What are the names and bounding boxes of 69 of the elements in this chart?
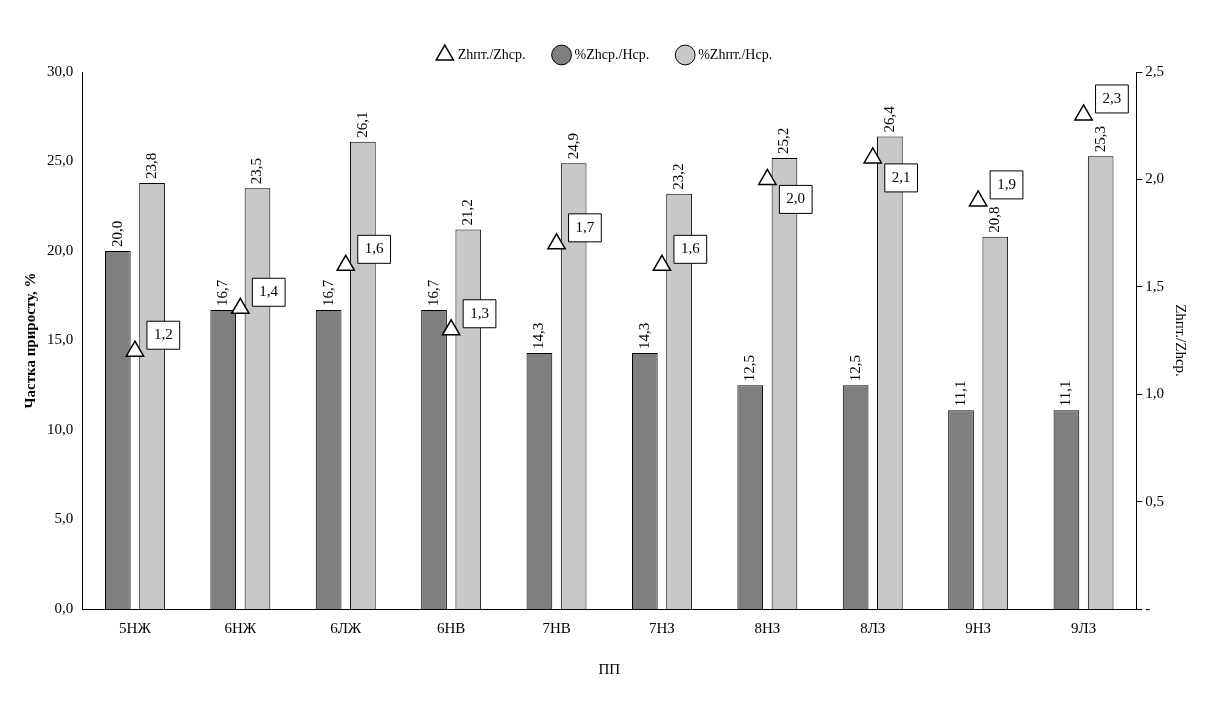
data-label: 1,2 [153, 326, 173, 343]
x-tick-label: 6ЛЖ [330, 619, 362, 636]
point [125, 340, 145, 357]
y2-tick-label: 0,5 [1145, 492, 1164, 509]
data-label: 11,1 [1057, 380, 1074, 407]
x-tick-label: 8НЗ [754, 619, 781, 636]
point [757, 168, 777, 186]
y-tick-label: 25,0 [47, 152, 74, 169]
data-label: 12,5 [741, 355, 758, 382]
x-tick-label: 8ЛЗ [860, 619, 886, 636]
data-label: 1,3 [470, 304, 489, 321]
x-tick-label: 6НЖ [224, 619, 257, 636]
data-label: 26,1 [353, 111, 370, 138]
data-label: 23,2 [670, 163, 687, 190]
x-axis-title: ПП [598, 660, 621, 677]
data-label: 24,9 [564, 133, 581, 160]
y2-tick-label: 2,0 [1145, 170, 1164, 187]
y-tick-label: 30,0 [47, 62, 74, 79]
x-tick-label: 9ЛЗ [1070, 619, 1097, 636]
point [441, 319, 461, 336]
data-label: 14,3 [635, 322, 652, 350]
data-label: 14,3 [530, 322, 547, 350]
y-tick-label: 20,0 [47, 241, 74, 258]
data-label: 23,8 [143, 152, 160, 179]
legend-label: Zhпт./Zhcp. [457, 46, 526, 62]
point [652, 254, 672, 272]
data-label: 23,5 [248, 158, 265, 185]
x-tick-label: 7НВ [542, 619, 571, 636]
y-tick-label: 0,0 [54, 599, 74, 616]
data-label: 2,1 [891, 168, 911, 185]
point [336, 254, 356, 272]
data-label: 2,3 [1102, 89, 1122, 106]
y2-tick-label: - [1145, 599, 1151, 616]
point [1074, 104, 1093, 121]
data-label: 1,6 [364, 240, 384, 257]
point [547, 233, 566, 250]
data-label: 1,6 [680, 240, 701, 257]
data-label: 25,2 [775, 127, 792, 154]
x-tick-label: 9НЗ [965, 619, 992, 636]
y2-axis-title: Zhпт./Zhcp. [1173, 304, 1190, 377]
data-label: 25,3 [1091, 125, 1108, 153]
y2-tick-label: 2,5 [1145, 62, 1164, 79]
y-tick-label: 5,0 [54, 510, 74, 527]
data-label: 16,7 [424, 279, 441, 307]
y-tick-label: 15,0 [47, 331, 74, 348]
data-label: 2,0 [786, 190, 806, 207]
data-label: 16,7 [319, 279, 336, 307]
data-label: 1,4 [259, 283, 279, 300]
point [863, 147, 883, 164]
y2-tick-label: 1,0 [1145, 385, 1164, 402]
data-label: 1,7 [575, 218, 595, 235]
data-label: 21,2 [459, 199, 476, 226]
y-tick-label: 10,0 [47, 420, 74, 437]
x-tick-label: 7НЗ [649, 619, 675, 636]
data-label: 20,0 [108, 220, 125, 247]
data-label: 1,9 [997, 175, 1016, 192]
data-label: 20,8 [986, 206, 1003, 233]
legend-label: %Zhcp./Hcp. [574, 46, 650, 62]
data-label: 11,1 [951, 380, 968, 407]
legend-label: %Zhпт./Hcp. [698, 46, 773, 62]
x-tick-label: 6НВ [436, 619, 466, 636]
data-label: 26,4 [880, 105, 897, 133]
point [230, 297, 250, 315]
data-label: 12,5 [846, 355, 863, 382]
y2-tick-label: 1,5 [1145, 277, 1164, 294]
point [968, 190, 988, 207]
data-label: 16,7 [214, 279, 231, 307]
x-tick-label: 5НЖ [119, 619, 152, 636]
y-axis-title: Частка приросту, % [21, 272, 38, 409]
